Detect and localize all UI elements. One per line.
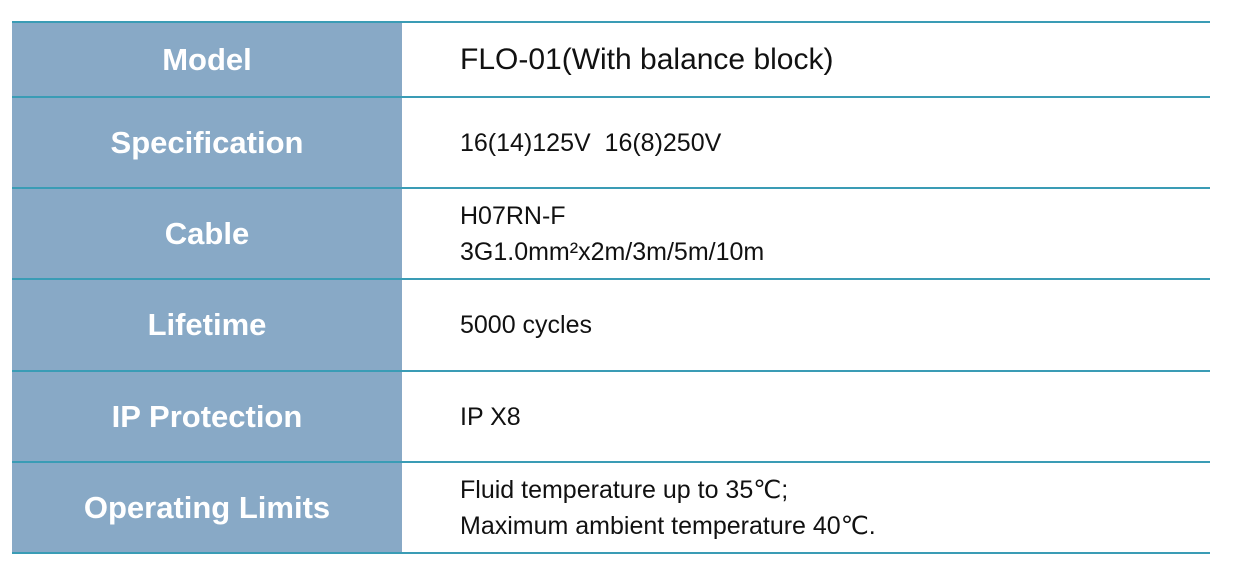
row-label-specification: Specification [12, 98, 402, 187]
table-row-specification: Specification 16(14)125V 16(8)250V [12, 98, 1210, 189]
table-row-lifetime: Lifetime 5000 cycles [12, 280, 1210, 372]
row-value-operating-limits: Fluid temperature up to 35℃; Maximum amb… [402, 463, 1210, 552]
row-value-model: FLO-01(With balance block) [402, 23, 1210, 96]
value-line: H07RN-F [460, 201, 566, 230]
row-label-ip-protection: IP Protection [12, 372, 402, 461]
table-row-model: Model FLO-01(With balance block) [12, 23, 1210, 98]
table-row-operating-limits: Operating Limits Fluid temperature up to… [12, 463, 1210, 554]
row-label-model: Model [12, 23, 402, 96]
value-line: Fluid temperature up to 35℃; [460, 475, 789, 504]
row-value-specification: 16(14)125V 16(8)250V [402, 98, 1210, 187]
value-line: IP X8 [460, 402, 521, 431]
table-row-cable: Cable H07RN-F 3G1.0mm²x2m/3m/5m/10m [12, 189, 1210, 280]
value-line: 3G1.0mm²x2m/3m/5m/10m [460, 237, 765, 266]
row-label-operating-limits: Operating Limits [12, 463, 402, 552]
table-row-ip-protection: IP Protection IP X8 [12, 372, 1210, 463]
value-line: Maximum ambient temperature 40℃. [460, 511, 876, 540]
value-line: FLO-01(With balance block) [460, 42, 834, 76]
row-value-lifetime: 5000 cycles [402, 280, 1210, 370]
value-line: 16(14)125V 16(8)250V [460, 128, 722, 157]
row-value-ip-protection: IP X8 [402, 372, 1210, 461]
value-line: 5000 cycles [460, 311, 593, 339]
row-label-lifetime: Lifetime [12, 280, 402, 370]
row-value-cable: H07RN-F 3G1.0mm²x2m/3m/5m/10m [402, 189, 1210, 278]
row-label-cable: Cable [12, 189, 402, 278]
spec-table: Model FLO-01(With balance block) Specifi… [12, 21, 1210, 554]
